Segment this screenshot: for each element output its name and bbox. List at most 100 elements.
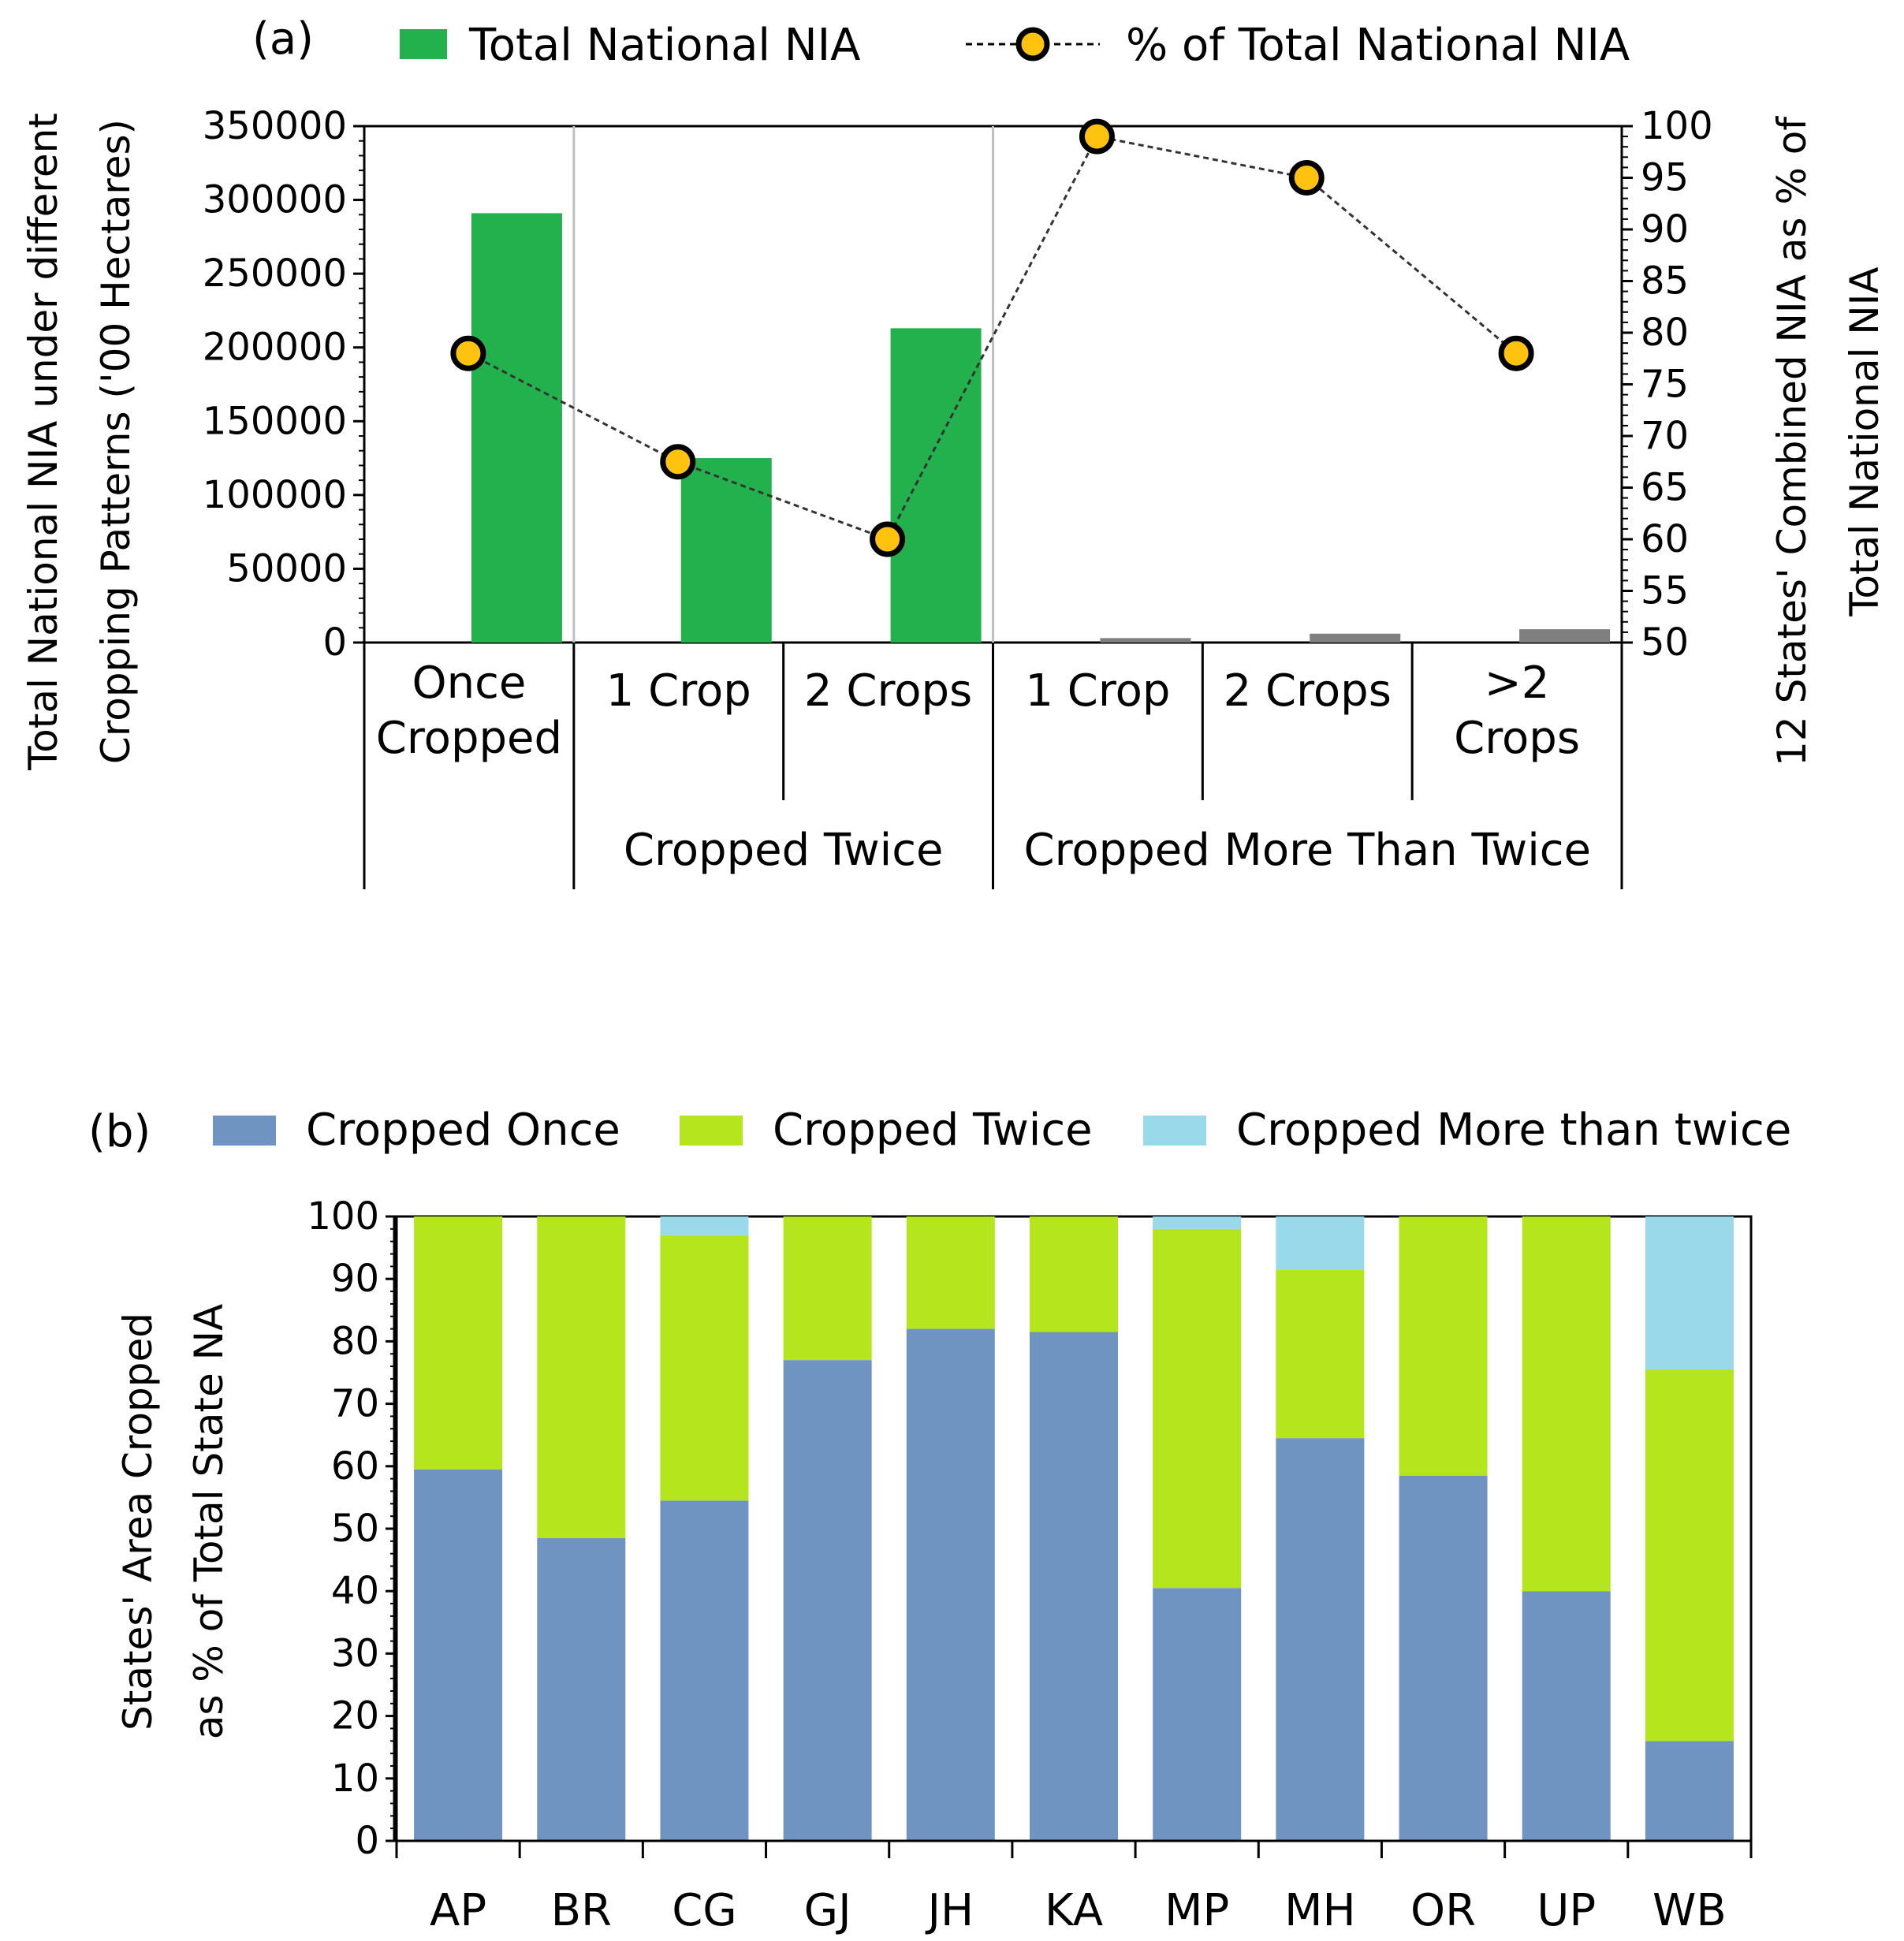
y-tick-label-b: 30 (331, 1631, 379, 1675)
nia-bar (1519, 629, 1611, 643)
stacked-bar-segment (783, 1216, 872, 1361)
category-label: 2 Crops (804, 665, 972, 717)
stacked-bar-segment (660, 1216, 749, 1235)
group-label: Cropped Twice (624, 825, 944, 876)
left-tick-label: 50000 (226, 546, 347, 590)
state-label: JH (926, 1885, 974, 1936)
nia-bar (1100, 638, 1191, 643)
right-tick-label: 50 (1641, 620, 1689, 665)
state-label: GJ (804, 1885, 851, 1936)
stacked-bar-segment (1645, 1216, 1734, 1370)
legend-b: Cropped Once Cropped Twice Cropped More th… (213, 1105, 1791, 1156)
left-axis-title-line: Total National NIA under different (20, 113, 66, 771)
y-tick-label-b: 20 (331, 1694, 379, 1738)
left-axis: 350000 300000 250000 200000 150000 100000 5000… (203, 104, 364, 665)
legend-swatch-b (680, 1116, 743, 1146)
percent-marker (660, 444, 696, 480)
panel-b: (b) Cropped Once Cropped Twice Cropped Mor… (88, 1105, 1791, 1936)
nia-bar (680, 458, 772, 643)
stacked-bar-segment (1153, 1216, 1242, 1229)
category-label: 2 Crops (1224, 665, 1392, 717)
right-tick-label: 100 (1641, 104, 1713, 148)
percent-line (450, 118, 1534, 557)
state-label: BR (551, 1885, 612, 1936)
stacked-bar-segment (1399, 1475, 1488, 1841)
right-tick-label: 55 (1641, 569, 1689, 613)
right-tick-label: 60 (1641, 517, 1689, 561)
state-label: CG (672, 1885, 737, 1936)
percent-marker (1079, 118, 1115, 155)
left-tick-label: 300000 (203, 178, 347, 222)
category-label: Crops (1454, 713, 1580, 764)
right-axis-title-line: Total National NIA (1842, 266, 1887, 617)
category-label: 1 Crop (1025, 665, 1170, 717)
left-tick-label: 100000 (203, 473, 347, 517)
y-tick-label-b: 80 (331, 1319, 379, 1363)
stacked-bar-segment (1276, 1438, 1365, 1841)
stacked-bars (414, 1216, 1734, 1841)
panel-a: (a) Total National NIA % of Total Nation… (20, 13, 1887, 889)
percent-marker (450, 335, 486, 371)
stacked-bar-segment (1522, 1216, 1611, 1592)
state-label: AP (430, 1885, 486, 1936)
percent-marker (1288, 160, 1325, 196)
stacked-bar-segment (537, 1216, 626, 1538)
percent-line-path (468, 135, 1518, 541)
right-tick-label: 80 (1641, 311, 1689, 355)
state-label: UP (1537, 1885, 1596, 1936)
stacked-bar-segment (1030, 1332, 1118, 1841)
left-axis-title-line: Cropping Patterns ('00 Hectares) (93, 119, 139, 764)
category-label: 1 Crop (606, 665, 751, 717)
category-label: >2 (1485, 658, 1550, 709)
nia-bar (471, 213, 562, 643)
y-tick-label-b: 10 (331, 1757, 379, 1801)
stacked-bar-segment (1276, 1216, 1365, 1270)
y-tick-label-b: 60 (331, 1444, 379, 1488)
left-tick-label: 250000 (203, 251, 347, 296)
stacked-bar-segment (783, 1360, 872, 1841)
stacked-bar-segment (906, 1216, 995, 1329)
panel-a-label: (a) (252, 13, 314, 65)
right-axis: 100 95 90 85 80 75 70 65 60 55 50 (1622, 104, 1713, 665)
legend-bar-swatch (400, 29, 447, 59)
stacked-bar-segment (537, 1537, 626, 1841)
y-tick-label-b: 0 (355, 1819, 379, 1863)
y-tick-label-b: 90 (331, 1257, 379, 1301)
bars-a (471, 126, 1611, 643)
left-tick-label: 0 (322, 620, 347, 665)
percent-marker (1498, 335, 1534, 371)
legend-swatch-b (213, 1116, 276, 1146)
stacked-bar-segment (660, 1235, 749, 1501)
state-label: MH (1284, 1885, 1355, 1936)
legend-swatch-b (1143, 1116, 1206, 1146)
left-tick-label: 350000 (203, 104, 347, 148)
y-axis-title-line-b: States' Area Cropped (115, 1313, 161, 1731)
stacked-bar-segment (1399, 1216, 1488, 1476)
right-tick-label: 95 (1641, 156, 1689, 200)
x-axis-b: AP BR CG GJ JH KA MP MH OR UP WB (394, 1839, 1753, 1936)
right-tick-label: 85 (1641, 259, 1689, 304)
percent-marker (870, 521, 906, 557)
category-label: Cropped (376, 713, 562, 764)
state-label: WB (1652, 1885, 1727, 1936)
legend-label-b: Cropped Twice (773, 1105, 1093, 1156)
state-label: KA (1045, 1885, 1103, 1936)
right-tick-label: 70 (1641, 414, 1689, 458)
stacked-bar-segment (660, 1500, 749, 1841)
y-tick-label-b: 100 (307, 1194, 379, 1239)
stacked-bar-segment (414, 1216, 503, 1470)
stacked-bar-segment (1645, 1741, 1734, 1841)
left-axis-title: Total National NIA under different Croppi… (20, 113, 139, 771)
y-axis-title-b: States' Area Cropped as % of Total State … (115, 1304, 232, 1740)
state-label: MP (1164, 1885, 1229, 1936)
stacked-bar-segment (414, 1469, 503, 1841)
panel-b-label: (b) (88, 1106, 151, 1157)
stacked-bar-segment (1522, 1591, 1611, 1841)
legend-label-b: Cropped More than twice (1236, 1105, 1791, 1156)
legend-label-b: Cropped Once (306, 1105, 620, 1156)
stacked-bar-segment (1645, 1369, 1734, 1742)
stacked-bar-segment (1153, 1588, 1242, 1841)
